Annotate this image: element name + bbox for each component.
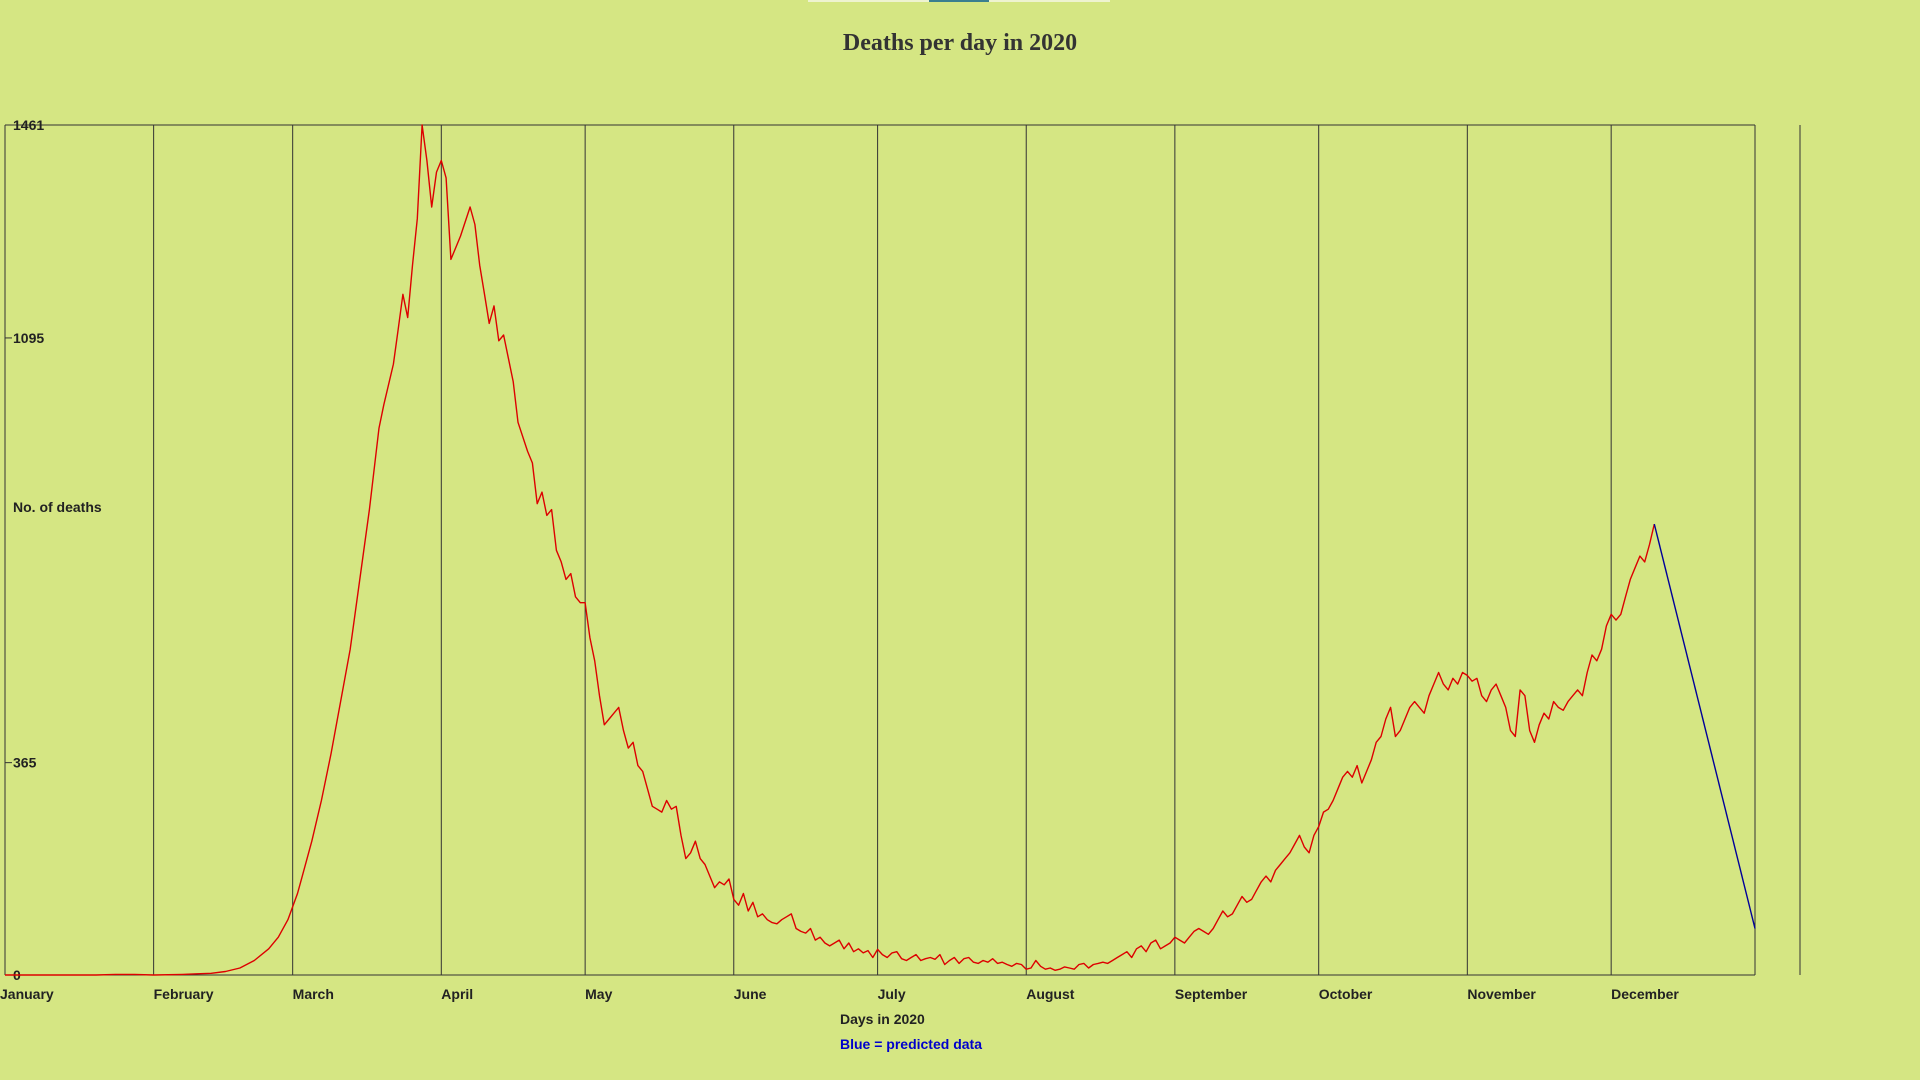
chart-title: Deaths per day in 2020 [842,30,1078,56]
y-tick-label-1461: 1461 [13,117,44,133]
y-tick-label-365: 365 [13,755,37,771]
plot-frame [4,124,1801,976]
x-tick-label-october: October [1319,986,1373,1002]
x-tick-label-may: May [585,986,612,1002]
series-line-actual [5,124,1655,976]
x-tick-label-april: April [441,986,473,1002]
x-axis-title: Days in 2020 [840,1011,925,1027]
x-tick-label-september: September [1175,986,1248,1002]
y-axis-title: No. of deaths [13,499,102,515]
series [5,124,1756,976]
grid-lines [153,125,1612,975]
x-tick-label-february: February [154,986,214,1002]
y-tick-label-1095: 1095 [13,330,44,346]
x-tick-label-june: June [734,986,767,1002]
x-tick-label-august: August [1026,986,1075,1002]
x-tick-label-november: November [1467,986,1536,1002]
x-tick-label-december: December [1611,986,1679,1002]
series-line-predicted [1653,523,1756,929]
x-axis-ticks: January February March April May June July Augu… [0,986,1679,1002]
x-tick-label-january: January [0,986,54,1002]
x-tick-label-march: March [293,986,334,1002]
predicted-data-note: Blue = predicted data [840,1036,982,1052]
x-tick-label-july: July [878,986,906,1002]
top-strip-tab [929,0,989,2]
